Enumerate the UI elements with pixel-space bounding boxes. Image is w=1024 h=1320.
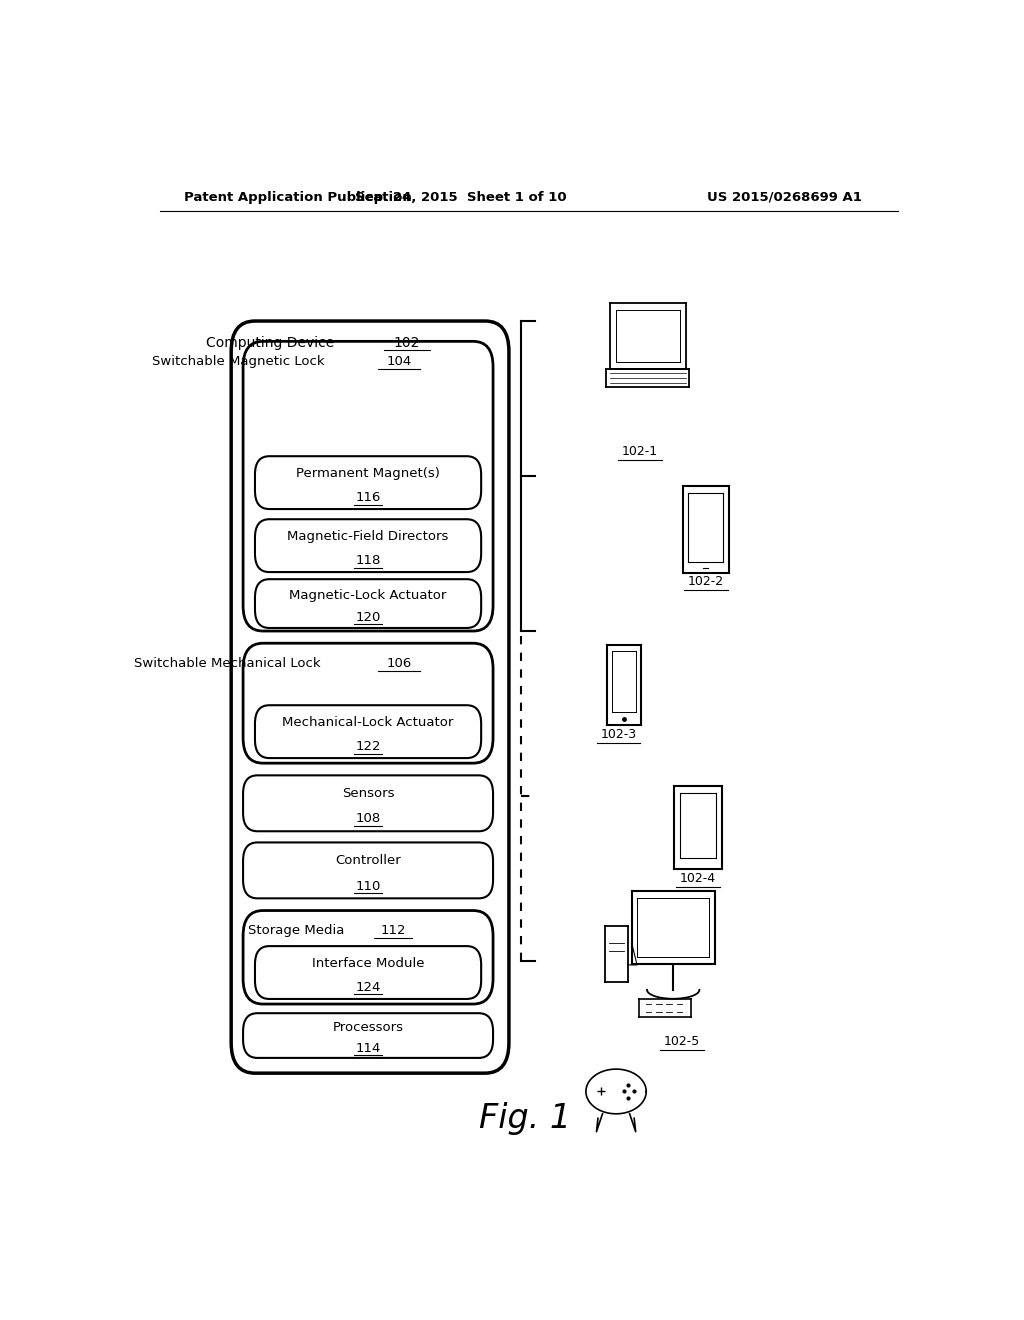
Text: 122: 122 [355,741,381,752]
FancyBboxPatch shape [255,705,481,758]
FancyBboxPatch shape [243,911,494,1005]
Text: 102-4: 102-4 [680,873,716,884]
FancyBboxPatch shape [243,643,494,763]
Text: 102-1: 102-1 [622,445,658,458]
Text: Switchable Magnetic Lock: Switchable Magnetic Lock [152,355,329,368]
Text: Computing Device: Computing Device [206,337,338,350]
Text: Permanent Magnet(s): Permanent Magnet(s) [296,467,440,480]
Text: Fig. 1: Fig. 1 [479,1102,570,1135]
FancyBboxPatch shape [243,342,494,631]
FancyBboxPatch shape [255,946,481,999]
Text: 120: 120 [355,611,381,624]
FancyBboxPatch shape [243,1014,494,1057]
Text: 108: 108 [355,812,381,825]
Text: 102-2: 102-2 [688,576,724,589]
Text: 104: 104 [386,355,412,368]
Text: 110: 110 [355,879,381,892]
Text: Processors: Processors [333,1022,403,1035]
Text: 124: 124 [355,981,381,994]
Text: Controller: Controller [335,854,401,867]
FancyBboxPatch shape [231,321,509,1073]
FancyBboxPatch shape [255,519,481,572]
Text: 102-3: 102-3 [600,727,637,741]
Text: US 2015/0268699 A1: US 2015/0268699 A1 [708,190,862,203]
Text: Interface Module: Interface Module [312,957,424,970]
FancyBboxPatch shape [255,579,481,628]
FancyBboxPatch shape [243,842,494,899]
FancyBboxPatch shape [243,775,494,832]
FancyBboxPatch shape [255,457,481,510]
Text: Switchable Mechanical Lock: Switchable Mechanical Lock [133,657,325,671]
Text: Sep. 24, 2015  Sheet 1 of 10: Sep. 24, 2015 Sheet 1 of 10 [355,190,567,203]
Text: 118: 118 [355,554,381,568]
Text: 102: 102 [393,337,420,350]
Text: Storage Media: Storage Media [248,924,348,937]
Text: 112: 112 [380,924,406,937]
Text: Sensors: Sensors [342,787,394,800]
Text: Mechanical-Lock Actuator: Mechanical-Lock Actuator [283,717,454,729]
Text: 114: 114 [355,1041,381,1055]
Text: 116: 116 [355,491,381,504]
Text: 106: 106 [386,657,412,671]
Text: 102-5: 102-5 [664,1035,700,1048]
Text: Patent Application Publication: Patent Application Publication [183,190,412,203]
Text: Magnetic-Lock Actuator: Magnetic-Lock Actuator [290,589,446,602]
Text: Magnetic-Field Directors: Magnetic-Field Directors [288,531,449,543]
